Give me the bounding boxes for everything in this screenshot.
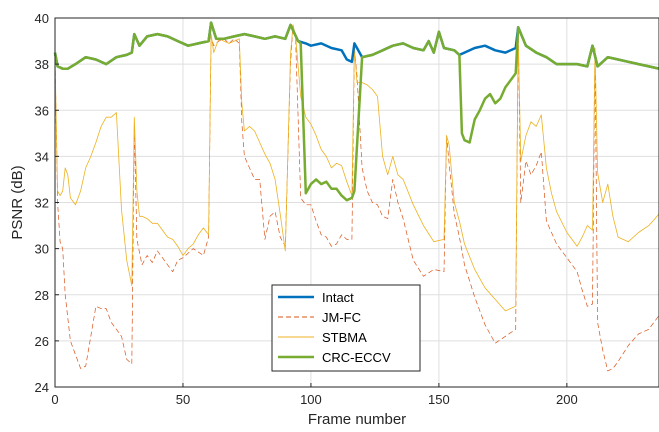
y-tick-label: 24 [35, 380, 49, 395]
series-line-crc-eccv [53, 21, 659, 202]
series-line-stbma [54, 24, 659, 312]
x-tick-label: 100 [300, 392, 322, 407]
y-tick-label: 32 [35, 196, 49, 211]
legend: Intact JM-FC STBMA CRC-ECCV [271, 284, 421, 372]
y-tick-label: 40 [35, 11, 49, 26]
y-tick-label: 30 [35, 242, 49, 257]
legend-label: STBMA [322, 330, 367, 345]
y-axis-ticks: 24 26 28 30 32 34 36 38 40 [35, 11, 59, 395]
x-axis-ticks: 0 50 100 150 200 [51, 383, 578, 407]
series-line-jm-fc [54, 24, 659, 372]
y-tick-label: 28 [35, 288, 49, 303]
x-tick-label: 50 [176, 392, 190, 407]
x-tick-label: 200 [556, 392, 578, 407]
series-line-intact [53, 21, 659, 70]
y-tick-label: 34 [35, 149, 49, 164]
legend-label: JM-FC [322, 310, 361, 325]
x-tick-label: 0 [51, 392, 58, 407]
x-axis-label: Frame number [308, 411, 406, 428]
y-axis-label: PSNR (dB) [9, 165, 26, 239]
y-tick-label: 36 [35, 103, 49, 118]
y-tick-label: 38 [35, 57, 49, 72]
series-lines [53, 21, 659, 372]
y-tick-label: 26 [35, 334, 49, 349]
legend-label: Intact [322, 290, 354, 305]
legend-label: CRC-ECCV [322, 350, 391, 365]
x-tick-label: 150 [428, 392, 450, 407]
